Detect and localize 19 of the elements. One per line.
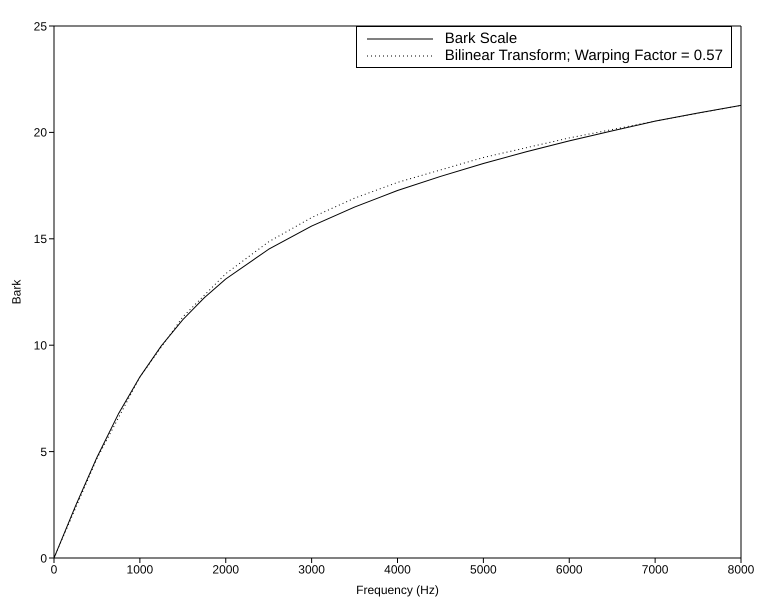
legend-label: Bark Scale <box>444 30 518 47</box>
x-tick-label: 3000 <box>298 562 326 577</box>
y-axis-title: Bark <box>9 278 24 304</box>
x-tick-label: 8000 <box>728 562 755 577</box>
x-axis-title: Frequency (Hz) <box>356 583 439 597</box>
x-tick-label: 0 <box>50 562 58 577</box>
y-tick-label: 10 <box>34 338 48 352</box>
x-tick-label: 6000 <box>556 562 583 577</box>
y-tick-label: 0 <box>40 551 48 566</box>
x-tick-label: 1000 <box>126 562 154 577</box>
y-tick-label: 15 <box>34 232 48 246</box>
y-tick-label: 25 <box>34 19 48 34</box>
x-tick-label: 4000 <box>384 562 412 577</box>
y-tick-label: 20 <box>34 126 48 140</box>
legend-label: Bilinear Transform; Warping Factor = 0.57 <box>444 47 723 64</box>
y-tick-label: 5 <box>40 444 48 459</box>
x-tick-label: 5000 <box>470 562 498 577</box>
x-tick-label: 2000 <box>212 562 240 577</box>
x-tick-label: 7000 <box>642 562 669 577</box>
